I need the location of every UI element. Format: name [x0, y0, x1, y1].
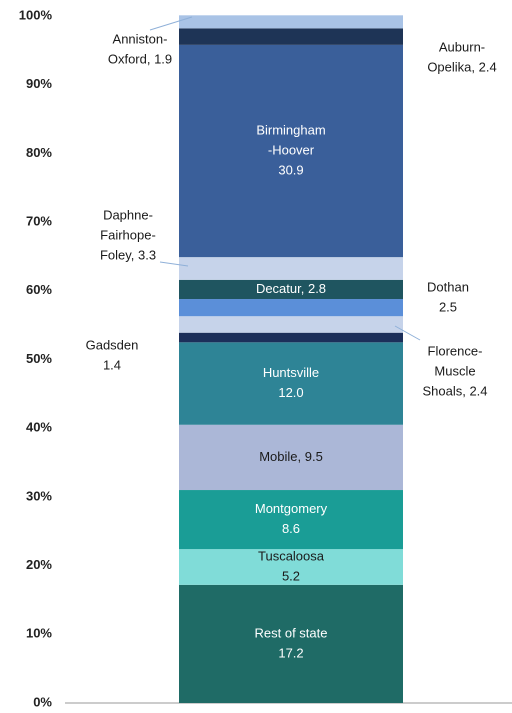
bar-segment — [179, 549, 403, 585]
data-label: 17.2 — [278, 645, 303, 660]
data-label: Muscle — [434, 363, 475, 378]
data-label: 5.2 — [282, 568, 300, 583]
data-label: Shoals, 2.4 — [422, 383, 487, 398]
leader-line — [149, 16, 193, 31]
y-tick-label: 80% — [26, 145, 52, 160]
data-label: 8.6 — [282, 521, 300, 536]
bar-segment — [179, 584, 403, 703]
data-label: Anniston- — [113, 31, 168, 46]
bar-segment — [179, 257, 403, 280]
data-label: Florence- — [428, 343, 483, 358]
data-label: Montgomery — [255, 501, 328, 516]
data-label: Dothan — [427, 279, 469, 294]
data-label: 30.9 — [278, 162, 303, 177]
y-tick-label: 100% — [19, 7, 53, 22]
y-tick-label: 60% — [26, 282, 52, 297]
data-label: Tuscaloosa — [258, 548, 325, 563]
bar-segment — [179, 332, 403, 343]
bar-segment — [179, 424, 403, 491]
data-label: Birmingham — [256, 122, 325, 137]
leader-line — [159, 261, 189, 267]
data-label: Fairhope- — [100, 227, 156, 242]
y-tick-label: 50% — [26, 351, 52, 366]
bar-segment — [179, 279, 403, 300]
data-label: -Hoover — [268, 142, 315, 157]
y-tick-label: 30% — [26, 488, 52, 503]
y-tick-label: 40% — [26, 420, 52, 435]
bar-segment — [179, 316, 403, 333]
y-tick-label: 10% — [26, 626, 52, 641]
y-tick-label: 70% — [26, 214, 52, 229]
y-tick-label: 90% — [26, 76, 52, 91]
y-tick-label: 20% — [26, 557, 52, 572]
bar-segment — [179, 15, 403, 29]
data-label: Auburn- — [439, 39, 485, 54]
leader-line — [394, 325, 421, 341]
data-label: Decatur, 2.8 — [256, 281, 326, 296]
bar-segment — [179, 44, 403, 258]
data-label: Daphne- — [103, 207, 153, 222]
data-label: 2.5 — [439, 299, 457, 314]
bar-segment — [179, 299, 403, 317]
data-label: Opelika, 2.4 — [427, 59, 496, 74]
data-label: 1.4 — [103, 357, 121, 372]
data-label: 12.0 — [278, 385, 303, 400]
data-label: Huntsville — [263, 365, 319, 380]
bar-segment — [179, 28, 403, 45]
y-tick-label: 0% — [33, 694, 52, 709]
data-label: Foley, 3.3 — [100, 247, 156, 262]
data-label: Rest of state — [255, 625, 328, 640]
bar-segment — [179, 490, 403, 550]
data-label: Gadsden — [86, 337, 139, 352]
data-label: Oxford, 1.9 — [108, 51, 172, 66]
data-label: Mobile, 9.5 — [259, 449, 323, 464]
bar-segment — [179, 342, 403, 425]
